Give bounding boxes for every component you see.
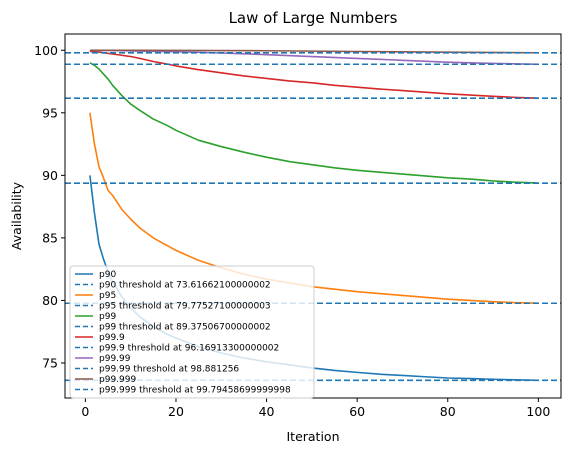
x-axis: 0 20 40 60 80 100 xyxy=(81,398,550,419)
legend-label: p95 xyxy=(99,291,116,301)
legend-label: p99.9 xyxy=(99,333,125,343)
chart-title: Law of Large Numbers xyxy=(229,9,398,27)
y-axis-label: Availability xyxy=(9,181,24,250)
x-tick-label: 20 xyxy=(168,404,184,419)
y-tick-label: 100 xyxy=(34,43,58,58)
legend-label: p99.9 threshold at 96.16913300000002 xyxy=(99,344,279,354)
legend-label: p95 threshold at 79.77527100000003 xyxy=(99,302,271,312)
legend-label: p90 xyxy=(99,270,116,280)
y-tick-label: 80 xyxy=(42,293,58,308)
y-tick-label: 85 xyxy=(42,230,58,245)
x-tick-label: 100 xyxy=(526,404,550,419)
y-axis: 75 80 85 90 95 100 xyxy=(34,43,65,370)
x-tick-label: 0 xyxy=(81,404,89,419)
x-tick-label: 40 xyxy=(259,404,275,419)
legend-label: p99.999 xyxy=(99,375,136,385)
x-tick-label: 60 xyxy=(349,404,365,419)
series-line xyxy=(89,62,539,184)
x-axis-label: Iteration xyxy=(286,429,339,444)
legend-label: p99 xyxy=(99,312,116,322)
x-tick-label: 80 xyxy=(440,404,456,419)
legend-box xyxy=(69,265,315,399)
legend-label: p99.99 xyxy=(99,354,131,364)
y-tick-label: 75 xyxy=(42,355,58,370)
legend-label: p99.99 threshold at 98.881256 xyxy=(99,365,239,375)
series-line xyxy=(89,50,539,99)
y-tick-label: 90 xyxy=(42,168,58,183)
legend-label: p90 threshold at 73.61662100000002 xyxy=(99,281,271,291)
legend-label: p99 threshold at 89.37506700000002 xyxy=(99,323,271,333)
y-tick-label: 95 xyxy=(42,105,58,120)
legend-label: p99.999 threshold at 99.79458699999998 xyxy=(99,386,291,396)
